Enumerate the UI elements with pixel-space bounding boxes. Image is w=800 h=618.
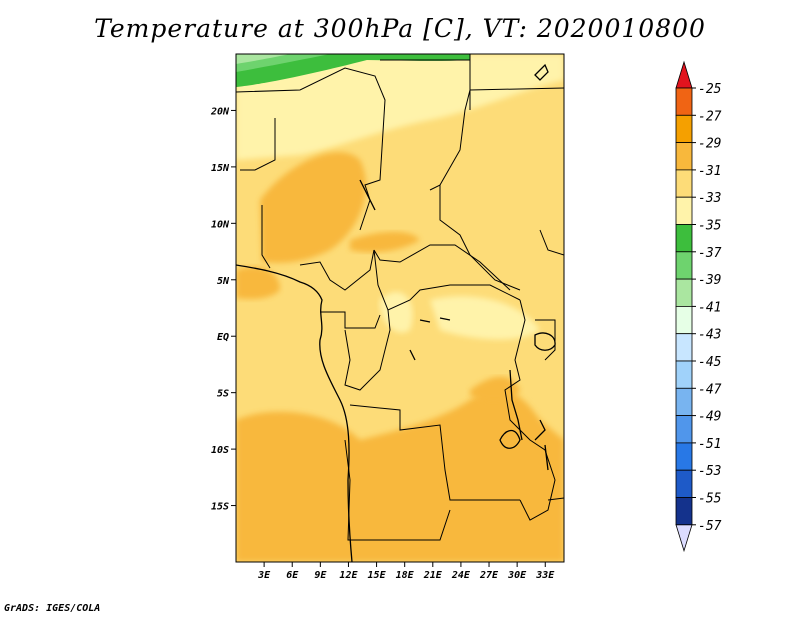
colorbar-label: -53 bbox=[698, 464, 721, 479]
field-warm-south bbox=[236, 389, 564, 562]
lat-tick-label: 20N bbox=[210, 106, 230, 117]
colorbar-label: -43 bbox=[698, 328, 721, 343]
lake-malawi bbox=[534, 419, 549, 471]
lon-tick-label: 3E bbox=[257, 570, 271, 581]
colorbar-segment bbox=[675, 333, 693, 362]
colorbar-segment bbox=[675, 251, 693, 280]
lon-tick-label: 18E bbox=[396, 570, 415, 581]
colorbar-label: -55 bbox=[698, 492, 722, 507]
lake-tanganyika bbox=[509, 369, 523, 441]
colorbar-label: -29 bbox=[698, 137, 721, 152]
colorbar-segment bbox=[675, 469, 693, 498]
colorbar-label: -57 bbox=[698, 519, 722, 534]
congo-river-marks bbox=[409, 317, 451, 361]
coast-west bbox=[236, 264, 353, 562]
border-gabon-eqguinea bbox=[320, 311, 381, 329]
colorbar-segment bbox=[675, 387, 693, 416]
colorbar-label: -51 bbox=[698, 437, 721, 452]
colorbar-top-arrow bbox=[675, 60, 693, 89]
border-ethiopia bbox=[539, 229, 564, 256]
colorbar-label: -35 bbox=[698, 219, 722, 234]
lat-tick-label: 5N bbox=[217, 276, 230, 287]
lat-tick-label: 15S bbox=[211, 502, 229, 513]
colorbar-bottom-arrow bbox=[675, 524, 693, 553]
border-zambia-mozambique bbox=[519, 429, 556, 521]
lon-tick-label: 33E bbox=[535, 570, 555, 581]
map-frame bbox=[235, 53, 565, 563]
border-libya-egypt bbox=[380, 54, 471, 110]
lon-tick-label: 24E bbox=[451, 570, 471, 581]
map-title: Temperature at 300hPa [C], VT: 202001080… bbox=[94, 14, 706, 43]
colorbar-label: -37 bbox=[698, 246, 722, 261]
border-egypt-sudan bbox=[469, 87, 564, 91]
colorbar-segment bbox=[675, 169, 693, 198]
colorbar-segment bbox=[675, 142, 693, 171]
lon-tick-label: 30E bbox=[507, 570, 527, 581]
field-pale-north bbox=[236, 54, 564, 160]
lon-tick-label: 12E bbox=[339, 570, 358, 581]
colorbar-segment bbox=[675, 360, 693, 389]
border-congo bbox=[344, 309, 391, 391]
colorbar-label: -39 bbox=[698, 273, 721, 288]
coastline bbox=[236, 63, 556, 562]
lon-tick-label: 15E bbox=[368, 570, 387, 581]
lake-victoria bbox=[534, 332, 556, 351]
field-warm-tanzania bbox=[470, 376, 520, 402]
colorbar: -25 -27 -29 -31 -33 -35 -37 -39 -41 -43 -45 -47 -49 -… bbox=[675, 60, 722, 553]
border-drc-north bbox=[373, 249, 521, 311]
lat-tick-label: 15N bbox=[211, 163, 230, 174]
colorbar-segment bbox=[675, 87, 693, 116]
lon-tick-label: 6E bbox=[286, 570, 299, 581]
colorbar-segment bbox=[675, 497, 693, 526]
lat-tick-label: 10N bbox=[211, 219, 230, 230]
country-borders bbox=[236, 54, 564, 541]
lat-axis: 20N 15N 10N 5N EQ 5S 10S 15S bbox=[210, 106, 236, 513]
colorbar-segment bbox=[675, 442, 693, 471]
field-green-41 bbox=[236, 54, 290, 64]
field-warm-westafrica bbox=[260, 152, 366, 263]
border-nigeria-cameroon bbox=[299, 249, 375, 291]
colorbar-segment bbox=[675, 196, 693, 225]
colorbar-segment bbox=[675, 415, 693, 444]
lat-tick-label: 5S bbox=[217, 389, 229, 400]
lake-chad bbox=[359, 179, 376, 211]
lat-tick-label: 10S bbox=[211, 445, 229, 456]
sinai-coast bbox=[534, 63, 549, 81]
colorbar-segment bbox=[675, 278, 693, 307]
colorbar-label: -27 bbox=[698, 109, 722, 124]
border-uganda-kenya bbox=[535, 319, 556, 361]
lake-bangweulu bbox=[499, 429, 521, 449]
border-mali-niger bbox=[240, 118, 276, 171]
lat-tick-label: EQ bbox=[217, 332, 229, 343]
colorbar-label: -31 bbox=[698, 164, 721, 179]
colorbar-label: -45 bbox=[698, 355, 722, 370]
colorbar-label: -49 bbox=[698, 410, 721, 425]
colorbar-segment bbox=[675, 224, 693, 253]
border-angola-drc bbox=[349, 404, 520, 501]
colorbar-segment bbox=[675, 305, 693, 335]
border-car-south bbox=[373, 244, 511, 291]
border-niger-libya bbox=[236, 67, 386, 231]
colorbar-label: -47 bbox=[698, 382, 722, 397]
field-green-east bbox=[350, 54, 470, 61]
lon-tick-label: 27E bbox=[479, 570, 499, 581]
colorbar-segment bbox=[675, 114, 693, 144]
border-benin-nigeria bbox=[261, 205, 271, 269]
temperature-field bbox=[236, 54, 564, 562]
lon-tick-label: 21E bbox=[423, 570, 443, 581]
lon-tick-label: 9E bbox=[314, 570, 327, 581]
border-chad-sudan bbox=[439, 89, 471, 186]
border-sudan-car bbox=[429, 184, 521, 291]
lon-axis: 3E 6E 9E 12E 15E 18E 21E 24E 27E 30E 33E bbox=[257, 562, 555, 581]
border-great-lakes bbox=[504, 299, 526, 431]
field-warm-cameroon bbox=[350, 231, 420, 253]
field-warm-gulf bbox=[236, 266, 280, 300]
border-malawi bbox=[547, 497, 564, 501]
footer-credit: GrADS: IGES/COLA bbox=[4, 603, 101, 614]
colorbar-label: -33 bbox=[698, 191, 721, 206]
colorbar-label: -41 bbox=[698, 300, 721, 315]
colorbar-label: -25 bbox=[698, 82, 722, 97]
field-pale-central bbox=[430, 296, 540, 340]
